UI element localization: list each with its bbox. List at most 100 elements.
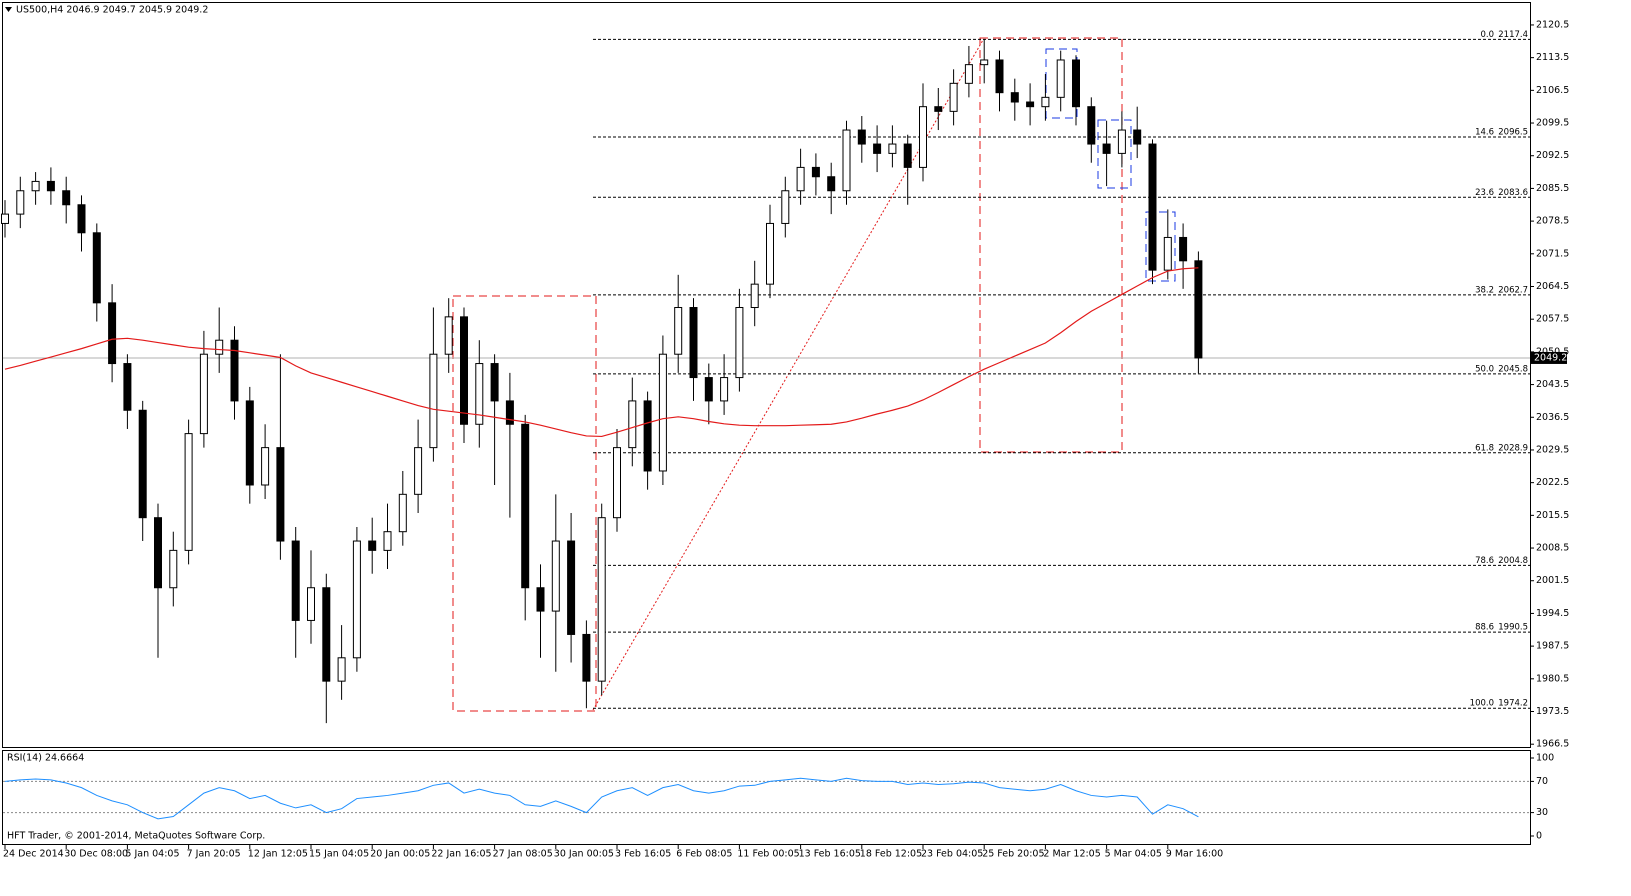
x-tick-label: 3 Feb 16:05 xyxy=(615,849,671,860)
candle-body xyxy=(704,377,713,402)
candle-body xyxy=(1179,236,1188,262)
x-tick-label: 13 Feb 16:05 xyxy=(799,849,861,860)
y-tick-label: 2029.5 xyxy=(1536,444,1569,455)
candle-body xyxy=(628,400,637,449)
candle-body xyxy=(689,307,698,379)
candle-body xyxy=(123,363,132,411)
last-price-label: 2049.2 xyxy=(1534,352,1567,363)
candle-body xyxy=(307,587,315,621)
x-tick-label: 5 Mar 04:05 xyxy=(1105,849,1162,860)
fib-price: 1990.5 xyxy=(1498,623,1528,633)
main-frame xyxy=(2,2,1531,748)
y-tick-label: 2071.5 xyxy=(1536,248,1569,259)
candle-body xyxy=(460,316,468,425)
candle-body xyxy=(169,549,178,589)
candle-body xyxy=(475,363,484,425)
candle-body xyxy=(521,423,530,589)
candle-body xyxy=(643,400,652,472)
y-tick-label: 2113.5 xyxy=(1536,52,1569,63)
candle-body xyxy=(291,540,300,621)
last-price-box xyxy=(1531,351,1567,364)
y-tick-label: 2043.5 xyxy=(1536,379,1569,390)
candle-body xyxy=(1010,92,1019,103)
x-tick-label: 27 Jan 08:05 xyxy=(493,849,553,860)
y-tick-label: 2008.5 xyxy=(1536,543,1569,554)
x-tick-label: 9 Mar 16:00 xyxy=(1166,849,1223,860)
x-tick-label: 30 Dec 08:00 xyxy=(64,849,128,860)
x-tick-label: 2 Mar 12:05 xyxy=(1043,849,1100,860)
y-tick-label: 1966.5 xyxy=(1536,739,1569,750)
y-tick-label: 70 xyxy=(1536,776,1548,787)
candle-body xyxy=(245,400,254,486)
y-tick-label: 1994.5 xyxy=(1536,608,1569,619)
candle-body xyxy=(735,307,744,379)
y-tick-label: 30 xyxy=(1536,807,1548,818)
y-tick-label: 1980.5 xyxy=(1536,673,1569,684)
candle-body xyxy=(551,540,560,612)
candle-body xyxy=(964,64,973,84)
candle-body xyxy=(16,190,25,215)
candle-body xyxy=(1194,260,1203,359)
candle-body xyxy=(1133,129,1142,145)
x-tick-label: 30 Jan 00:05 xyxy=(554,849,614,860)
y-tick-label: 1987.5 xyxy=(1536,641,1569,652)
candle-body xyxy=(674,307,683,355)
candle-body xyxy=(62,190,71,206)
y-tick-label: 2050.5 xyxy=(1536,346,1569,357)
candle-body xyxy=(613,447,621,519)
candle-body xyxy=(154,517,162,589)
x-tick-label: 18 Feb 12:05 xyxy=(860,849,922,860)
candle-body xyxy=(903,143,912,168)
candle-body xyxy=(750,283,759,309)
y-tick-label: 2106.5 xyxy=(1536,85,1569,96)
y-tick-label: 1973.5 xyxy=(1536,706,1569,717)
candle-body xyxy=(138,409,147,519)
fib-level-label: 61.8 xyxy=(1475,443,1494,453)
x-tick-label: 12 Jan 12:05 xyxy=(248,849,308,860)
candle-body xyxy=(429,353,438,449)
candle-body xyxy=(766,222,774,285)
candle-body xyxy=(1056,59,1065,98)
moving-average xyxy=(4,267,1199,438)
fib-price: 2028.9 xyxy=(1498,443,1528,453)
candle-body xyxy=(1087,106,1096,145)
fib-level-label: 88.6 xyxy=(1475,623,1494,633)
fib-trendline xyxy=(592,39,984,711)
candle-body xyxy=(92,232,101,304)
y-tick-label: 2099.5 xyxy=(1536,118,1569,129)
y-tick-label: 2036.5 xyxy=(1536,412,1569,423)
fib-price: 2117.4 xyxy=(1498,30,1528,40)
candle-body xyxy=(949,82,958,112)
candle-body xyxy=(199,353,208,435)
fib-price: 2083.6 xyxy=(1498,188,1528,198)
rsi-line xyxy=(4,777,1199,820)
candle-body xyxy=(995,59,1004,94)
candle-body xyxy=(31,180,40,192)
y-tick-label: 2057.5 xyxy=(1536,314,1569,325)
candle-body xyxy=(414,447,423,495)
candle-body xyxy=(873,143,882,154)
fib-level-label: 0.0 xyxy=(1480,30,1494,40)
y-tick-label: 2120.5 xyxy=(1536,19,1569,30)
candle-body xyxy=(383,531,392,551)
fib-price: 1974.2 xyxy=(1498,699,1528,709)
candle-body xyxy=(1,213,9,224)
candle-body xyxy=(230,339,239,402)
menu-icon[interactable] xyxy=(5,7,12,12)
candle-body xyxy=(1117,129,1126,154)
candle-body xyxy=(567,540,576,635)
fib-level-label: 78.6 xyxy=(1475,556,1494,566)
fib-price: 2004.8 xyxy=(1498,556,1528,566)
candle-body xyxy=(934,106,943,112)
candle-body xyxy=(597,517,606,682)
candle-body xyxy=(261,447,270,486)
y-tick-label: 2085.5 xyxy=(1536,183,1569,194)
candle-body xyxy=(781,190,790,224)
candle-body xyxy=(536,587,545,612)
x-tick-label: 5 Jan 04:05 xyxy=(125,849,179,860)
candle-body xyxy=(582,633,591,682)
candle-body xyxy=(842,129,851,192)
x-tick-label: 24 Dec 2014 xyxy=(3,849,64,860)
candle-body xyxy=(1163,236,1172,271)
fib-level-label: 14.6 xyxy=(1475,128,1494,138)
